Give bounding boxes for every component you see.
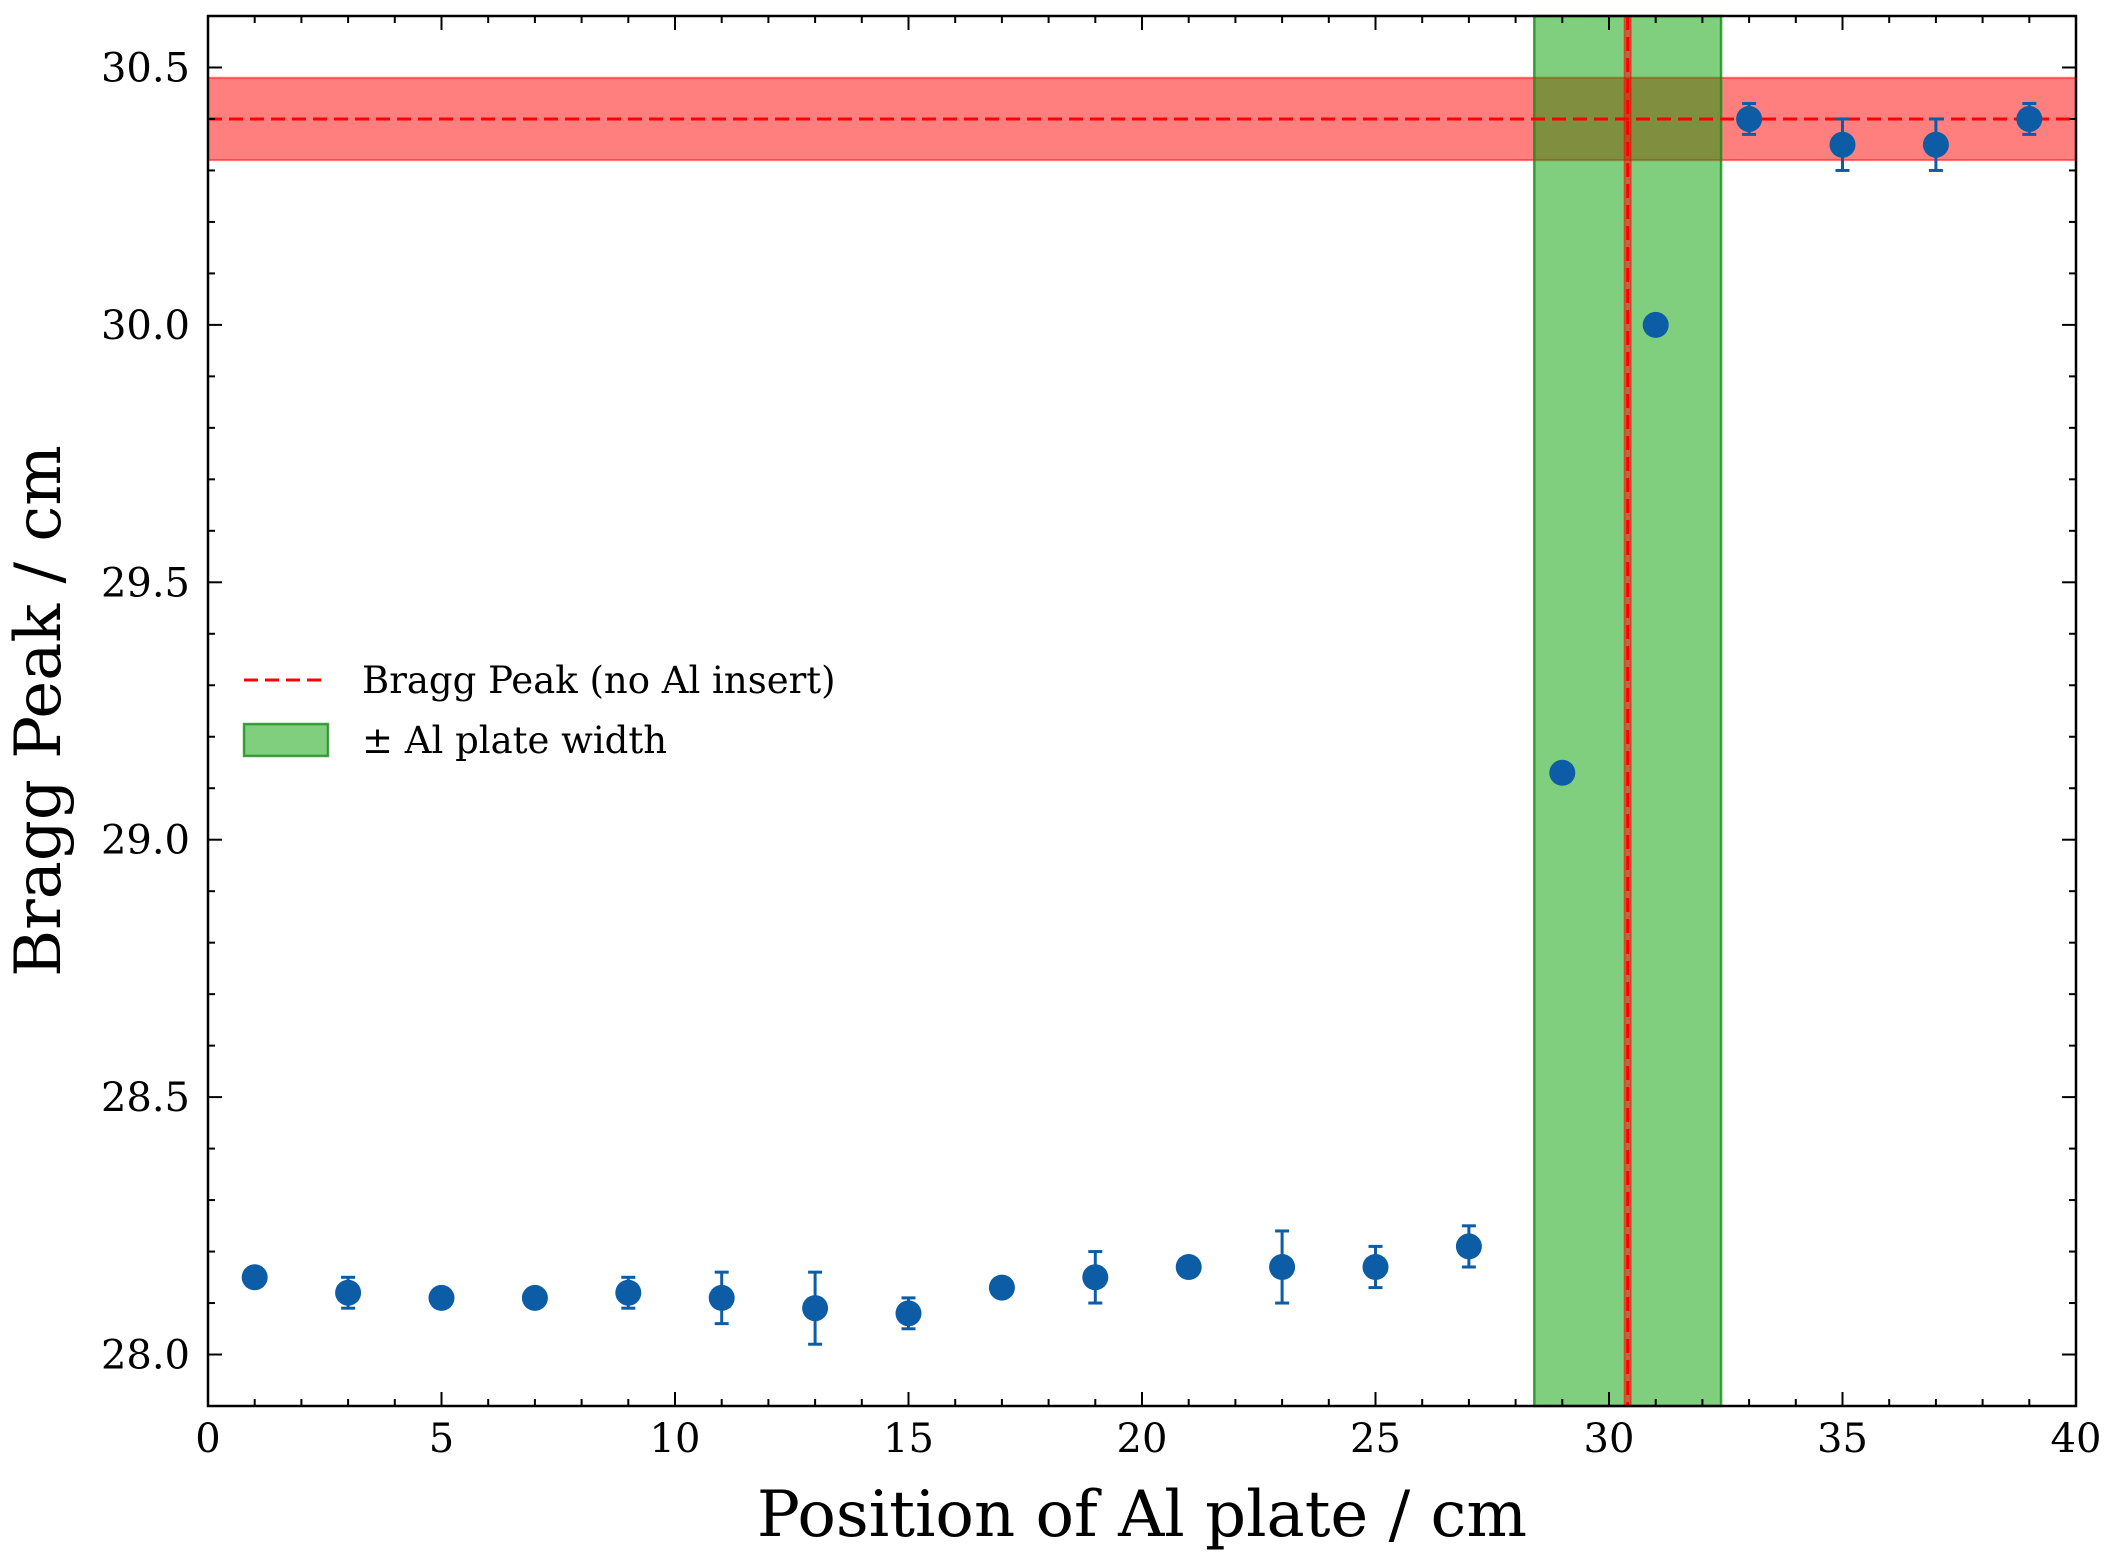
y-tick-label: 28.0 (101, 1333, 190, 1379)
x-axis-title: Position of Al plate / cm (757, 1478, 1527, 1552)
data-point (802, 1295, 829, 1322)
x-tick-label: 0 (195, 1416, 220, 1462)
y-tick-label: 29.0 (101, 818, 190, 864)
data-point (988, 1274, 1015, 1301)
data-point (241, 1264, 268, 1291)
y-axis-title: Bragg Peak / cm (2, 445, 76, 977)
data-point (1362, 1254, 1389, 1280)
data-point (708, 1284, 735, 1311)
tick-labels-layer: 0 5 10 15 20 25 30 35 40 28.0 28.5 29.0 29.5 30.0 30.5 (101, 45, 2102, 1462)
data-point (1829, 131, 1856, 158)
y-tick-label: 30.0 (101, 303, 190, 349)
x-tick-label: 30 (1584, 1416, 1635, 1462)
y-tick-label: 29.5 (101, 560, 190, 606)
band-layer (207, 14, 2077, 1408)
data-point (2016, 105, 2043, 132)
data-point (1642, 311, 1669, 338)
x-tick-label: 5 (429, 1416, 454, 1462)
x-tick-label: 35 (1817, 1416, 1868, 1462)
data-point (1175, 1254, 1202, 1280)
x-tick-label: 15 (883, 1416, 934, 1462)
data-point (428, 1284, 455, 1311)
data-points-layer (241, 102, 2043, 1346)
legend-label-band: ± Al plate width (362, 719, 667, 762)
legend-swatch-band (242, 722, 330, 758)
x-tick-label: 25 (1350, 1416, 1401, 1462)
y-tick-label: 28.5 (101, 1075, 190, 1121)
data-point (895, 1300, 922, 1327)
data-point (521, 1284, 548, 1311)
x-tick-label: 10 (650, 1416, 701, 1462)
data-point (1922, 131, 1949, 158)
data-point (335, 1279, 362, 1306)
data-point (1549, 759, 1576, 786)
reference-line-layer (208, 16, 2076, 1406)
legend: Bragg Peak (no Al insert) ± Al plate widt… (242, 659, 836, 762)
data-point (1082, 1264, 1109, 1291)
data-point (615, 1279, 642, 1306)
ticks-layer (207, 15, 2077, 1407)
x-tick-label: 40 (2051, 1416, 2102, 1462)
data-point (1269, 1254, 1296, 1280)
x-tick-label: 20 (1117, 1416, 1168, 1462)
plot-frame (206, 14, 2078, 1408)
y-tick-label: 30.5 (101, 45, 190, 91)
data-point (1736, 105, 1763, 132)
data-point (1455, 1233, 1482, 1260)
legend-label-reference: Bragg Peak (no Al insert) (362, 659, 836, 702)
